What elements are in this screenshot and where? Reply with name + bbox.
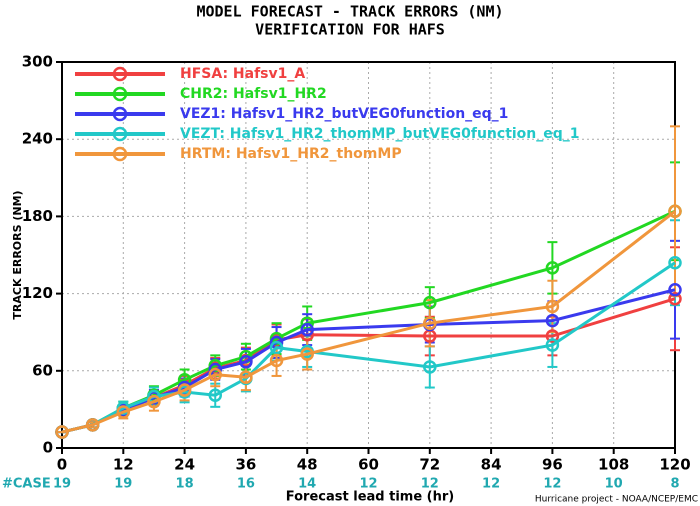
point: [239, 370, 253, 384]
y-tick-label: 0: [43, 439, 53, 457]
legend-label: VEZ1: Hafsv1_HR2_butVEG0function_eq_1: [180, 106, 508, 122]
point: [545, 299, 560, 314]
point: [239, 355, 253, 369]
x-tick-label: 24: [174, 456, 195, 474]
x-tick-label: 72: [419, 456, 440, 474]
chart-title: MODEL FORECAST - TRACK ERRORS (NM): [196, 3, 503, 21]
y-tick-label: 300: [22, 53, 53, 71]
y-tick-label: 240: [22, 130, 53, 148]
case-label: #CASE: [2, 477, 51, 492]
x-tick-label: 96: [542, 456, 563, 474]
point: [269, 340, 284, 355]
point: [545, 329, 560, 343]
point: [423, 360, 437, 374]
case-count: 12: [421, 477, 439, 492]
case-count: 19: [114, 477, 132, 492]
legend-marker: [112, 106, 128, 122]
point: [300, 322, 314, 337]
legend-marker: [112, 126, 128, 142]
point: [208, 388, 222, 402]
case-count: 18: [176, 477, 194, 492]
case-count: 12: [543, 477, 561, 492]
legend-label: HFSA: Hafsv1_A: [180, 66, 305, 82]
point: [545, 261, 560, 275]
y-axis-label: TRACK ERRORS (NM): [11, 190, 24, 319]
point: [177, 383, 192, 397]
point: [300, 347, 314, 361]
case-count: 14: [298, 477, 316, 492]
legend-label: VEZT: Hafsv1_HR2_thomMP_butVEG0function_…: [180, 126, 580, 142]
y-tick-label: 60: [32, 361, 53, 379]
point: [423, 295, 437, 310]
point: [545, 313, 560, 328]
case-count: 16: [237, 477, 255, 492]
point: [147, 394, 161, 409]
point: [208, 367, 222, 382]
case-count: 8: [670, 477, 679, 492]
x-tick-label: 120: [659, 456, 690, 474]
legend-marker: [112, 66, 128, 82]
legend-label: HRTM: Hafsv1_HR2_thomMP: [180, 146, 402, 162]
x-tick-label: 12: [113, 456, 134, 474]
x-axis-label: Forecast lead time (hr): [286, 490, 454, 505]
point: [85, 418, 100, 432]
point: [668, 291, 682, 306]
footer: Hurricane project - NOAA/NCEP/EMC: [535, 495, 698, 505]
point: [423, 316, 437, 330]
case-count: 19: [53, 477, 71, 492]
legend-marker: [112, 146, 128, 162]
point: [668, 282, 682, 297]
y-tick-label: 120: [22, 284, 53, 302]
x-tick-label: 0: [57, 456, 67, 474]
chart-subtitle: VERIFICATION FOR HAFS: [255, 21, 445, 39]
y-tick-label: 180: [22, 207, 53, 225]
case-count: 12: [482, 477, 500, 492]
point: [545, 338, 560, 352]
point: [668, 255, 682, 270]
legend-label: CHR2: Hafsv1_HR2: [180, 86, 327, 102]
point: [55, 425, 69, 439]
legend-marker: [112, 86, 128, 102]
x-tick-label: 84: [481, 456, 502, 474]
x-tick-label: 36: [235, 456, 256, 474]
point: [668, 204, 682, 219]
x-tick-label: 108: [598, 456, 629, 474]
point: [116, 405, 131, 419]
x-tick-label: 60: [358, 456, 379, 474]
point: [269, 353, 284, 368]
case-count: 12: [359, 477, 377, 492]
case-count: 10: [605, 477, 623, 492]
x-tick-label: 48: [297, 456, 318, 474]
